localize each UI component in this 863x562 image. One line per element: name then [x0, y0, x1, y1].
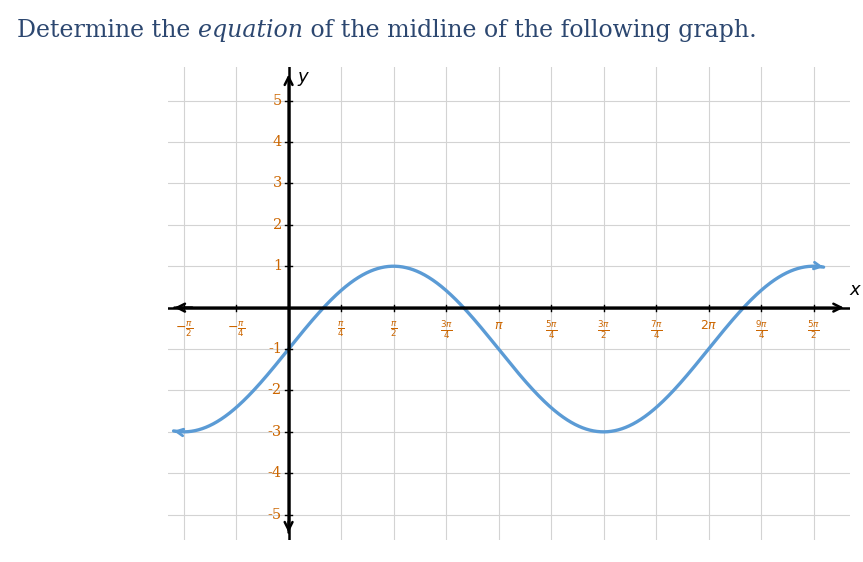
Text: equation: equation	[198, 19, 303, 42]
Text: $\frac{3\pi}{2}$: $\frac{3\pi}{2}$	[597, 319, 610, 341]
Text: $y$: $y$	[297, 70, 310, 88]
Text: -2: -2	[268, 383, 282, 397]
Text: 4: 4	[273, 135, 282, 149]
Text: 2: 2	[273, 218, 282, 232]
Text: $\frac{7\pi}{4}$: $\frac{7\pi}{4}$	[650, 319, 663, 341]
Text: $2\pi$: $2\pi$	[700, 319, 717, 332]
Text: 3: 3	[273, 176, 282, 191]
Text: $\frac{9\pi}{4}$: $\frac{9\pi}{4}$	[754, 319, 767, 341]
Text: 5: 5	[273, 93, 282, 107]
Text: $x$: $x$	[848, 280, 862, 298]
Text: $\frac{\pi}{2}$: $\frac{\pi}{2}$	[390, 319, 397, 338]
Text: $\frac{3\pi}{4}$: $\frac{3\pi}{4}$	[439, 319, 452, 341]
Text: -3: -3	[268, 425, 282, 439]
Text: -4: -4	[268, 466, 282, 481]
Text: $\pi$: $\pi$	[494, 319, 503, 332]
Text: $\frac{\pi}{4}$: $\frac{\pi}{4}$	[337, 319, 345, 338]
Text: $\frac{5\pi}{4}$: $\frac{5\pi}{4}$	[545, 319, 557, 341]
Text: $-\frac{\pi}{4}$: $-\frac{\pi}{4}$	[227, 319, 245, 338]
Text: of the midline of the following graph.: of the midline of the following graph.	[303, 19, 757, 42]
Text: Determine the: Determine the	[17, 19, 198, 42]
Text: 1: 1	[273, 259, 282, 273]
Text: $\frac{5\pi}{2}$: $\frac{5\pi}{2}$	[807, 319, 820, 341]
Text: $-\frac{\pi}{2}$: $-\frac{\pi}{2}$	[174, 319, 192, 338]
Text: -5: -5	[268, 507, 282, 522]
Text: -1: -1	[268, 342, 282, 356]
